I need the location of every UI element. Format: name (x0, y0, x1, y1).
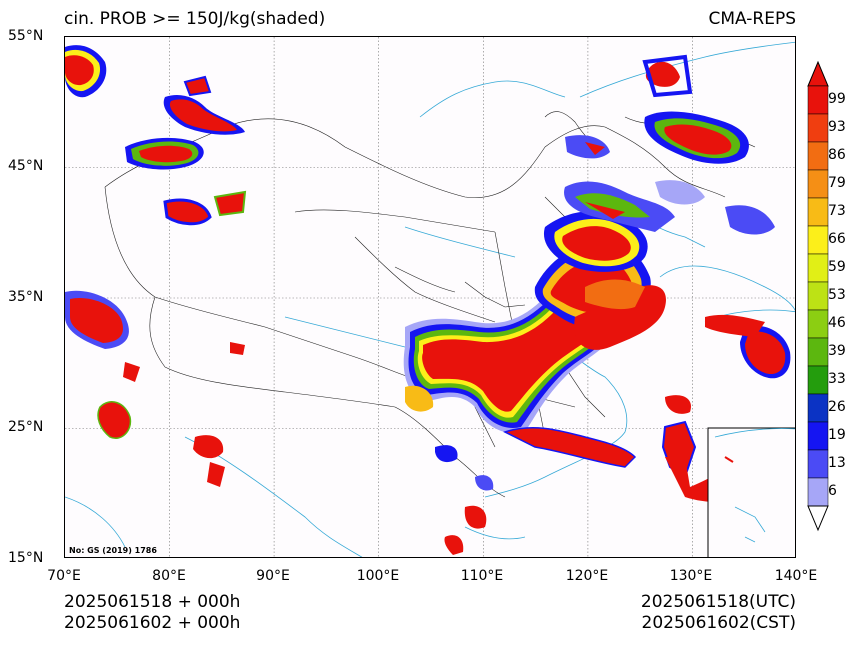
lat-label: 35°N (8, 289, 44, 305)
lat-label: 55°N (8, 28, 44, 44)
south-china-sea-inset (707, 427, 795, 557)
colorbar-cell (807, 477, 829, 507)
init-time-cst: 2025061602 + 000h (64, 613, 241, 633)
colorbar-cell (807, 141, 829, 171)
colorbar-label: 46 (828, 315, 846, 331)
lat-label: 25°N (8, 419, 44, 435)
colorbar-label: 59 (828, 259, 846, 275)
lat-label: 15°N (8, 550, 44, 566)
lon-label: 70°E (47, 568, 81, 584)
lon-label: 110°E (460, 568, 504, 584)
map-approval-note: No: GS (2019) 1786 (69, 546, 157, 555)
colorbar-label: 86 (828, 147, 846, 163)
map-panel: No: GS (2019) 1786 (64, 36, 796, 558)
colorbar-cell (807, 169, 829, 199)
colorbar-cell (807, 113, 829, 143)
colorbar-cell (807, 337, 829, 367)
colorbar-max-arrow (807, 60, 829, 87)
colorbar-cell (807, 393, 829, 423)
colorbar-label: 13 (828, 455, 846, 471)
lon-label: 100°E (356, 568, 400, 584)
colorbar-label: 26 (828, 399, 846, 415)
colorbar-label: 99 (828, 91, 846, 107)
valid-time-block: 2025061518(UTC) 2025061602(CST) (641, 592, 796, 634)
colorbar-label: 73 (828, 203, 846, 219)
colorbar-cell (807, 225, 829, 255)
probability-shading (65, 45, 791, 555)
map-canvas (65, 37, 795, 557)
colorbar-label: 66 (828, 231, 846, 247)
lon-label: 90°E (256, 568, 290, 584)
model-name: CMA-REPS (708, 9, 796, 29)
colorbar-cell (807, 253, 829, 283)
init-time-utc: 2025061518 + 000h (64, 592, 241, 612)
map-title: cin. PROB >= 150J/kg(shaded) (64, 9, 326, 29)
colorbar-cell (807, 197, 829, 227)
valid-time-utc: 2025061518(UTC) (640, 592, 796, 612)
colorbar-cells (807, 85, 829, 507)
colorbar (807, 60, 829, 532)
colorbar-label: 6 (828, 483, 837, 499)
colorbar-cell (807, 365, 829, 395)
lat-label: 45°N (8, 158, 44, 174)
valid-time-cst: 2025061602(CST) (641, 613, 796, 633)
colorbar-label: 19 (828, 427, 846, 443)
init-time-block: 2025061518 + 000h 2025061602 + 000h (64, 592, 240, 634)
colorbar-label: 39 (828, 343, 846, 359)
colorbar-cell (807, 309, 829, 339)
colorbar-cell (807, 421, 829, 451)
colorbar-cell (807, 449, 829, 479)
colorbar-label: 53 (828, 287, 846, 303)
colorbar-label: 93 (828, 119, 846, 135)
lon-label: 80°E (152, 568, 186, 584)
lon-label: 120°E (565, 568, 609, 584)
lon-label: 140°E (774, 568, 818, 584)
lon-label: 130°E (669, 568, 713, 584)
colorbar-label: 33 (828, 371, 846, 387)
colorbar-cell (807, 85, 829, 115)
colorbar-cell (807, 281, 829, 311)
colorbar-min-arrow (807, 505, 829, 532)
colorbar-label: 79 (828, 175, 846, 191)
